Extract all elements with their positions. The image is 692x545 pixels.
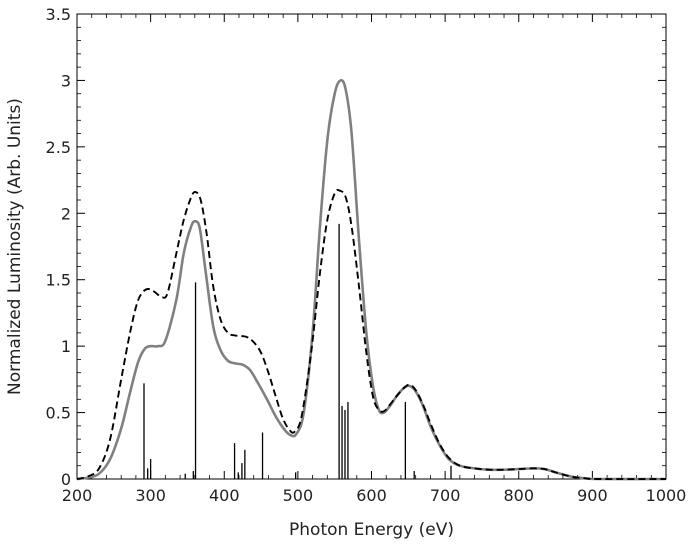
x-tick-label: 500 xyxy=(283,486,314,505)
axis-ticks: 200 300 400 500 600 700 800 900 1000 0 0.5 1 1.5 2 2.5… xyxy=(46,5,687,505)
series-line-dashed xyxy=(76,189,667,480)
plot-area xyxy=(76,13,667,480)
plot-frame xyxy=(76,13,667,480)
series-line-solid xyxy=(76,78,667,481)
y-tick-label: 2 xyxy=(61,204,71,223)
x-tick-label: 800 xyxy=(503,486,534,505)
x-tick-label: 1000 xyxy=(646,486,687,505)
x-tick-label: 300 xyxy=(135,486,166,505)
x-tick-label: 400 xyxy=(209,486,240,505)
x-tick-label: 200 xyxy=(62,486,93,505)
series-group xyxy=(76,78,667,481)
x-tick-label: 700 xyxy=(430,486,461,505)
y-tick-label: 0.5 xyxy=(46,404,71,423)
y-tick-label: 3 xyxy=(61,71,71,90)
x-axis-title: Photon Energy (eV) xyxy=(289,520,454,540)
y-tick-label: 3.5 xyxy=(46,5,71,24)
y-tick-label: 1 xyxy=(61,337,71,356)
y-tick-label: 1.5 xyxy=(46,271,71,290)
y-tick-label: 0 xyxy=(61,470,71,489)
y-axis-title: Normalized Luminosity (Arb. Units) xyxy=(5,98,25,395)
x-tick-label: 900 xyxy=(577,486,608,505)
x-tick-label: 600 xyxy=(356,486,387,505)
y-tick-label: 2.5 xyxy=(46,138,71,157)
